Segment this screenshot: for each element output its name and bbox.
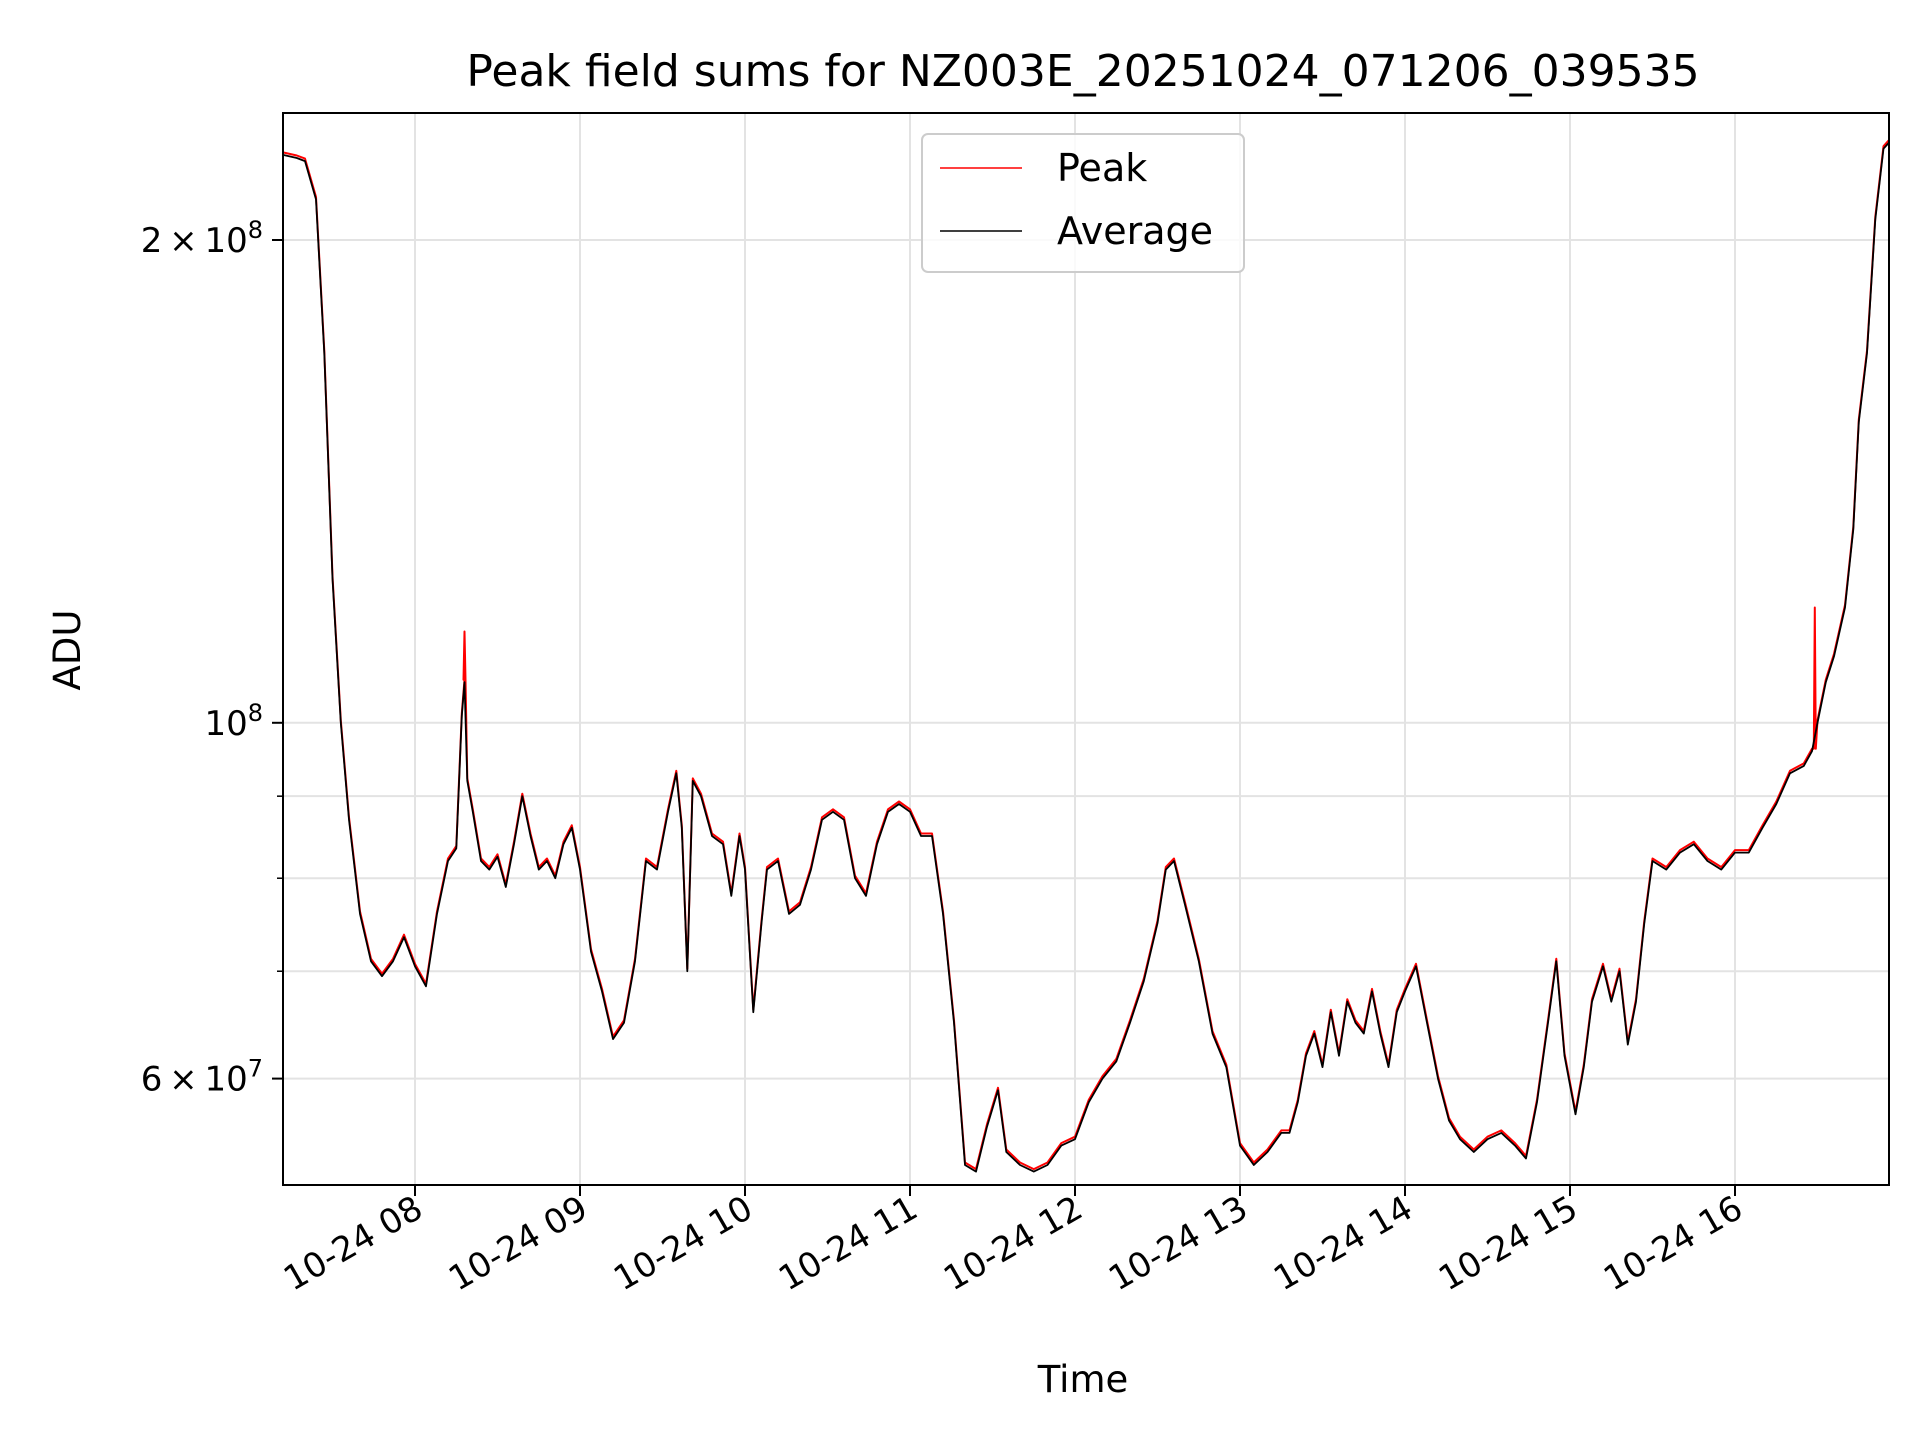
y-tick-label-1: 108 [204,699,263,744]
x-axis-label: Time [1037,1358,1129,1401]
y-tick-label-2: 2 × 108 [141,216,263,261]
y-axis: 6 × 107 108 2 × 108 [141,216,283,1100]
legend-label-average: Average [1057,209,1213,253]
chart-title: Peak field sums for NZ003E_20251024_0712… [466,46,1699,97]
y-tick-label-0: 6 × 107 [141,1055,263,1100]
y-axis-label: ADU [46,610,89,691]
legend: Peak Average [921,133,1245,273]
plot-frame [282,112,1890,1186]
series-line-average [282,141,1890,1173]
legend-label-peak: Peak [1057,146,1147,190]
plot-lines [282,139,1890,1173]
